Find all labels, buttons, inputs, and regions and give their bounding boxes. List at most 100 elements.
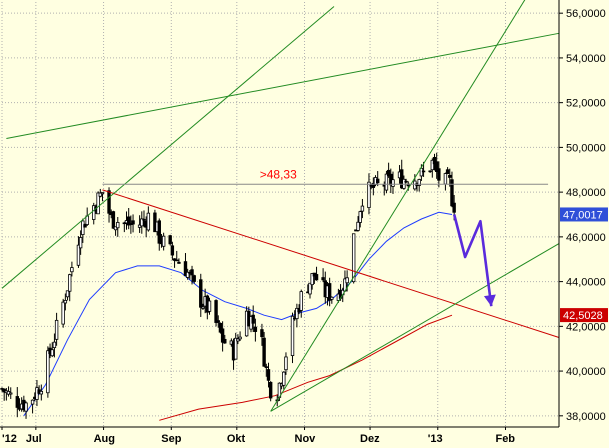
candle-body [268,381,273,399]
candle [434,152,439,179]
candle [264,363,269,377]
candle-body [371,182,376,188]
candle [9,387,13,399]
y-tick-label: 46,0000 [566,232,606,244]
candle-body [111,211,116,229]
annotation-layer: >48,33 [260,168,297,182]
candle-body [253,326,258,332]
candle [308,282,312,299]
candle [81,218,85,243]
candle [96,191,100,215]
candle [218,322,223,334]
candle [161,232,166,251]
candle-body [98,192,102,197]
candle-body [330,296,334,300]
candle [52,333,57,358]
sma-slow-layer [159,314,453,421]
candle-body [220,328,225,343]
candle [266,362,271,388]
candle-body [39,390,44,395]
candle [140,211,144,234]
candle [437,161,441,188]
candle-body [417,179,421,186]
candle-body [251,314,255,324]
candle-body [65,290,70,298]
price-badge-box [560,207,608,222]
price-badge-box [560,308,608,323]
candle [172,258,177,268]
candle [330,296,334,304]
trendline [102,189,560,339]
candle [358,210,362,228]
candle-body [236,338,240,342]
candle-body [327,283,332,301]
y-tick-label: 48,0000 [566,187,606,199]
candle-body [290,315,295,357]
x-tick-label: Dez [360,433,380,445]
price-badge-label: 47,0017 [563,209,603,221]
candle-body [260,329,264,338]
candle [63,293,68,311]
y-tick-label: 52,0000 [566,98,606,110]
sma-fast-line [23,211,453,417]
trendline [6,32,560,139]
candle-body [9,392,13,395]
candle-body [46,350,50,394]
candle-body [376,178,380,184]
candle [314,266,319,281]
candle [356,216,360,232]
candle-body [282,371,286,386]
candle-body [177,261,181,264]
candle [113,226,118,236]
candle-body [107,190,111,214]
candle [39,384,44,401]
candle [54,312,59,346]
candle-body [430,159,435,171]
candle-body [96,192,100,215]
candle [185,268,190,280]
candle [220,321,225,352]
candle [260,323,264,346]
candle [295,303,299,328]
candle [192,274,196,284]
candle [175,250,179,262]
candle-body [76,244,81,266]
candle [282,371,286,390]
candle [234,332,238,360]
candle [116,216,120,237]
candle-body [92,205,96,220]
candle [170,241,175,261]
candle [445,167,450,175]
candle-body [207,300,212,312]
candle-body [262,337,266,367]
candle [92,202,96,225]
x-tick-label: Sep [161,433,181,445]
candle-body [172,258,177,261]
candle-body [308,282,312,295]
candle [107,187,111,223]
candle [201,303,205,310]
candle [30,399,35,414]
candle-body [310,273,314,286]
x-tick-label: Nov [295,433,317,445]
candle-body [52,341,57,349]
candle-body [170,245,175,256]
y-tick-label: 56,0000 [566,8,606,20]
candle [428,170,432,173]
candle [50,342,54,358]
candle [190,265,194,285]
candle-body [140,218,144,227]
candle-body [400,169,404,189]
candle [183,253,188,277]
resistance-label: >48,33 [260,168,297,182]
candle [236,334,240,345]
candle [15,387,19,418]
candle [284,352,288,375]
candle [430,158,435,178]
candle [146,206,151,232]
price-badge: 42,5028 [560,308,608,323]
candle [168,234,172,246]
candle [310,273,314,290]
